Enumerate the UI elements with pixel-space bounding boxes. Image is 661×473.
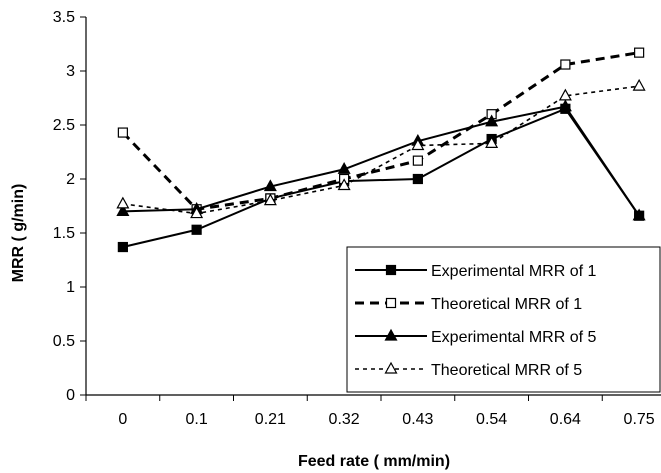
y-axis-title: MRR ( g/min) [10, 184, 27, 283]
x-tick-label: 0.54 [476, 411, 507, 428]
data-point [560, 59, 571, 70]
y-tick-label: 1.5 [53, 225, 75, 242]
data-point [632, 78, 646, 91]
legend-swatch-marker [385, 264, 397, 276]
data-point [337, 178, 351, 191]
data-point [337, 162, 351, 174]
data-point [191, 224, 202, 235]
data-point [116, 204, 130, 216]
x-tick-label: 0.64 [550, 411, 581, 428]
legend-item: Theoretical MRR of 1 [355, 296, 582, 313]
legend-label: Theoretical MRR of 5 [431, 362, 582, 379]
series-2 [117, 47, 645, 215]
data-point [558, 99, 572, 112]
data-point [190, 206, 204, 219]
series-layer [116, 47, 646, 253]
x-axis-title: Feed rate ( mm/min) [298, 453, 450, 470]
x-axis-ticks: 0 0.1 0.21 0.32 0.43 0.54 0.64 0.75 [85, 395, 655, 428]
series-4 [116, 78, 646, 219]
legend-swatch-marker [385, 297, 397, 309]
data-point [634, 47, 645, 58]
series-line [122, 105, 640, 217]
series-line [122, 107, 640, 249]
data-point [485, 136, 499, 148]
y-axis-ticks: 0 0.5 1 1.5 2 2.5 3 3.5 [53, 9, 86, 404]
x-tick-label: 0.21 [255, 411, 286, 428]
data-point [263, 179, 277, 192]
legend-label: Experimental MRR of 1 [431, 263, 596, 280]
series-line [122, 85, 640, 215]
y-tick-label: 0.5 [53, 333, 75, 350]
legend-swatch-marker [384, 361, 398, 374]
data-point [116, 196, 130, 209]
data-point [558, 88, 572, 101]
legend-item: Experimental MRR of 5 [355, 328, 596, 346]
y-tick-label: 0 [66, 387, 75, 404]
y-tick-label: 3.5 [53, 9, 75, 26]
legend-item: Theoretical MRR of 5 [355, 361, 582, 379]
data-point [117, 127, 128, 138]
y-tick-label: 2.5 [53, 117, 75, 134]
data-point [412, 173, 423, 185]
legend: Experimental MRR of 1 Theoretical MRR of … [346, 246, 661, 393]
data-point [411, 138, 425, 151]
legend-swatch-marker [384, 328, 398, 341]
data-point [485, 114, 499, 127]
series-line [121, 51, 640, 211]
x-tick-label: 0 [118, 411, 127, 428]
legend-label: Theoretical MRR of 1 [431, 296, 582, 313]
y-tick-label: 3 [66, 63, 75, 80]
x-tick-label: 0.75 [624, 411, 655, 428]
y-tick-label: 2 [66, 171, 75, 188]
x-tick-label: 0.43 [402, 411, 433, 428]
y-tick-label: 1 [66, 279, 75, 296]
series-1 [117, 103, 645, 253]
legend-box [346, 246, 661, 393]
data-point [412, 155, 423, 166]
x-tick-label: 0.32 [329, 411, 360, 428]
x-tick-label: 0.1 [186, 411, 208, 428]
data-point [263, 193, 277, 206]
series-3 [116, 99, 646, 221]
legend-label: Experimental MRR of 5 [431, 329, 596, 346]
data-point [632, 208, 646, 221]
legend-item: Experimental MRR of 1 [355, 263, 596, 280]
data-point [117, 241, 128, 253]
